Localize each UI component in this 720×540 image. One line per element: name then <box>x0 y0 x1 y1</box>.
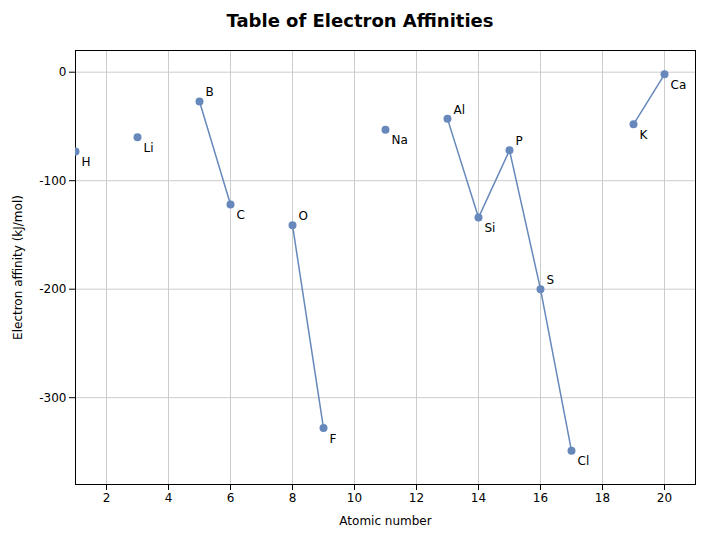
svg-text:0: 0 <box>59 65 67 79</box>
svg-text:Electron affinity (kJ/mol): Electron affinity (kJ/mol) <box>11 195 25 340</box>
svg-text:-100: -100 <box>39 174 66 188</box>
svg-text:K: K <box>640 128 649 142</box>
svg-text:Cl: Cl <box>578 454 590 468</box>
svg-text:-300: -300 <box>39 391 66 405</box>
svg-text:12: 12 <box>409 491 424 505</box>
svg-text:6: 6 <box>227 491 235 505</box>
svg-text:P: P <box>516 134 523 148</box>
svg-text:C: C <box>237 208 245 222</box>
svg-text:20: 20 <box>657 491 672 505</box>
svg-text:B: B <box>206 85 214 99</box>
svg-text:Atomic number: Atomic number <box>339 514 431 528</box>
svg-text:Si: Si <box>485 221 496 235</box>
svg-text:4: 4 <box>165 491 173 505</box>
svg-text:18: 18 <box>595 491 610 505</box>
svg-text:Li: Li <box>144 141 154 155</box>
svg-text:-200: -200 <box>39 282 66 296</box>
svg-text:S: S <box>547 273 555 287</box>
svg-text:14: 14 <box>471 491 486 505</box>
svg-text:8: 8 <box>289 491 297 505</box>
svg-text:H: H <box>82 155 91 169</box>
svg-text:F: F <box>330 432 337 446</box>
svg-text:2: 2 <box>103 491 111 505</box>
svg-text:Al: Al <box>454 103 466 117</box>
html-text:Table of Electron Affinities: Table of Electron Affinities <box>226 10 494 31</box>
svg-text:16: 16 <box>533 491 548 505</box>
svg-text:O: O <box>299 209 308 223</box>
svg-text:Na: Na <box>392 133 408 147</box>
svg-text:Ca: Ca <box>671 78 687 92</box>
svg-text:10: 10 <box>347 491 362 505</box>
